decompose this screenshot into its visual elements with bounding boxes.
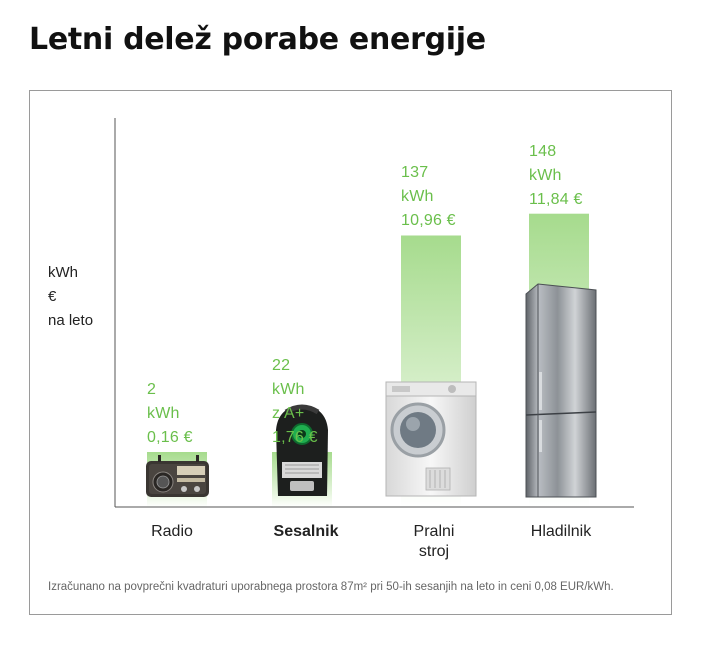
value-label-sesalnik: 22 kWh z A+ 1,76 € <box>272 354 318 450</box>
value-label-line: 148 <box>529 142 557 160</box>
category-label-line: stroj <box>418 543 450 560</box>
category-label-line: Hladilnik <box>530 523 592 540</box>
value-label-line: 11,84 € <box>529 190 583 208</box>
value-label-radio: 2 kWh 0,16 € <box>147 378 193 450</box>
chart-title: Letni delež porabe energije <box>29 22 486 57</box>
vacuum-cleaner-image <box>276 404 328 496</box>
value-label-line: 22 <box>272 357 291 374</box>
bars-group <box>147 213 589 507</box>
category-label-pralni-stroj: Pralni stroj <box>369 522 499 562</box>
y-axis-label: kWh € na leto <box>48 261 93 333</box>
chart-frame <box>29 90 672 615</box>
radio-image <box>146 455 209 497</box>
category-label-radio: Radio <box>107 522 237 542</box>
footnote: Izračunano na povprečni kvadraturi upora… <box>48 581 614 593</box>
value-label-line: z A+ <box>272 405 305 422</box>
value-label-line: kWh <box>529 166 562 184</box>
value-label-hladilnik: 148 kWh 11,84 € <box>529 140 583 212</box>
value-label-line: 10,96 € <box>401 212 456 230</box>
category-label-line: Sesalnik <box>273 523 339 540</box>
refrigerator-image <box>525 283 597 498</box>
washing-machine-image <box>385 381 477 497</box>
value-label-line: kWh <box>272 381 305 398</box>
y-axis-label-line: € <box>48 288 57 305</box>
y-axis-label-line: na leto <box>48 312 94 329</box>
value-label-line: 1,76 € <box>272 429 318 446</box>
category-label-sesalnik: Sesalnik <box>241 522 371 542</box>
value-label-line: kWh <box>401 188 434 206</box>
value-label-line: 137 <box>401 164 429 182</box>
value-label-line: kWh <box>147 405 180 422</box>
value-label-line: 0,16 € <box>147 429 193 446</box>
category-label-line: Radio <box>151 523 193 540</box>
y-axis-label-line: kWh <box>48 264 78 281</box>
category-label-line: Pralni <box>413 523 455 540</box>
value-label-pralni-stroj: 137 kWh 10,96 € <box>401 161 456 233</box>
category-label-hladilnik: Hladilnik <box>496 522 626 542</box>
value-label-line: 2 <box>147 381 157 398</box>
